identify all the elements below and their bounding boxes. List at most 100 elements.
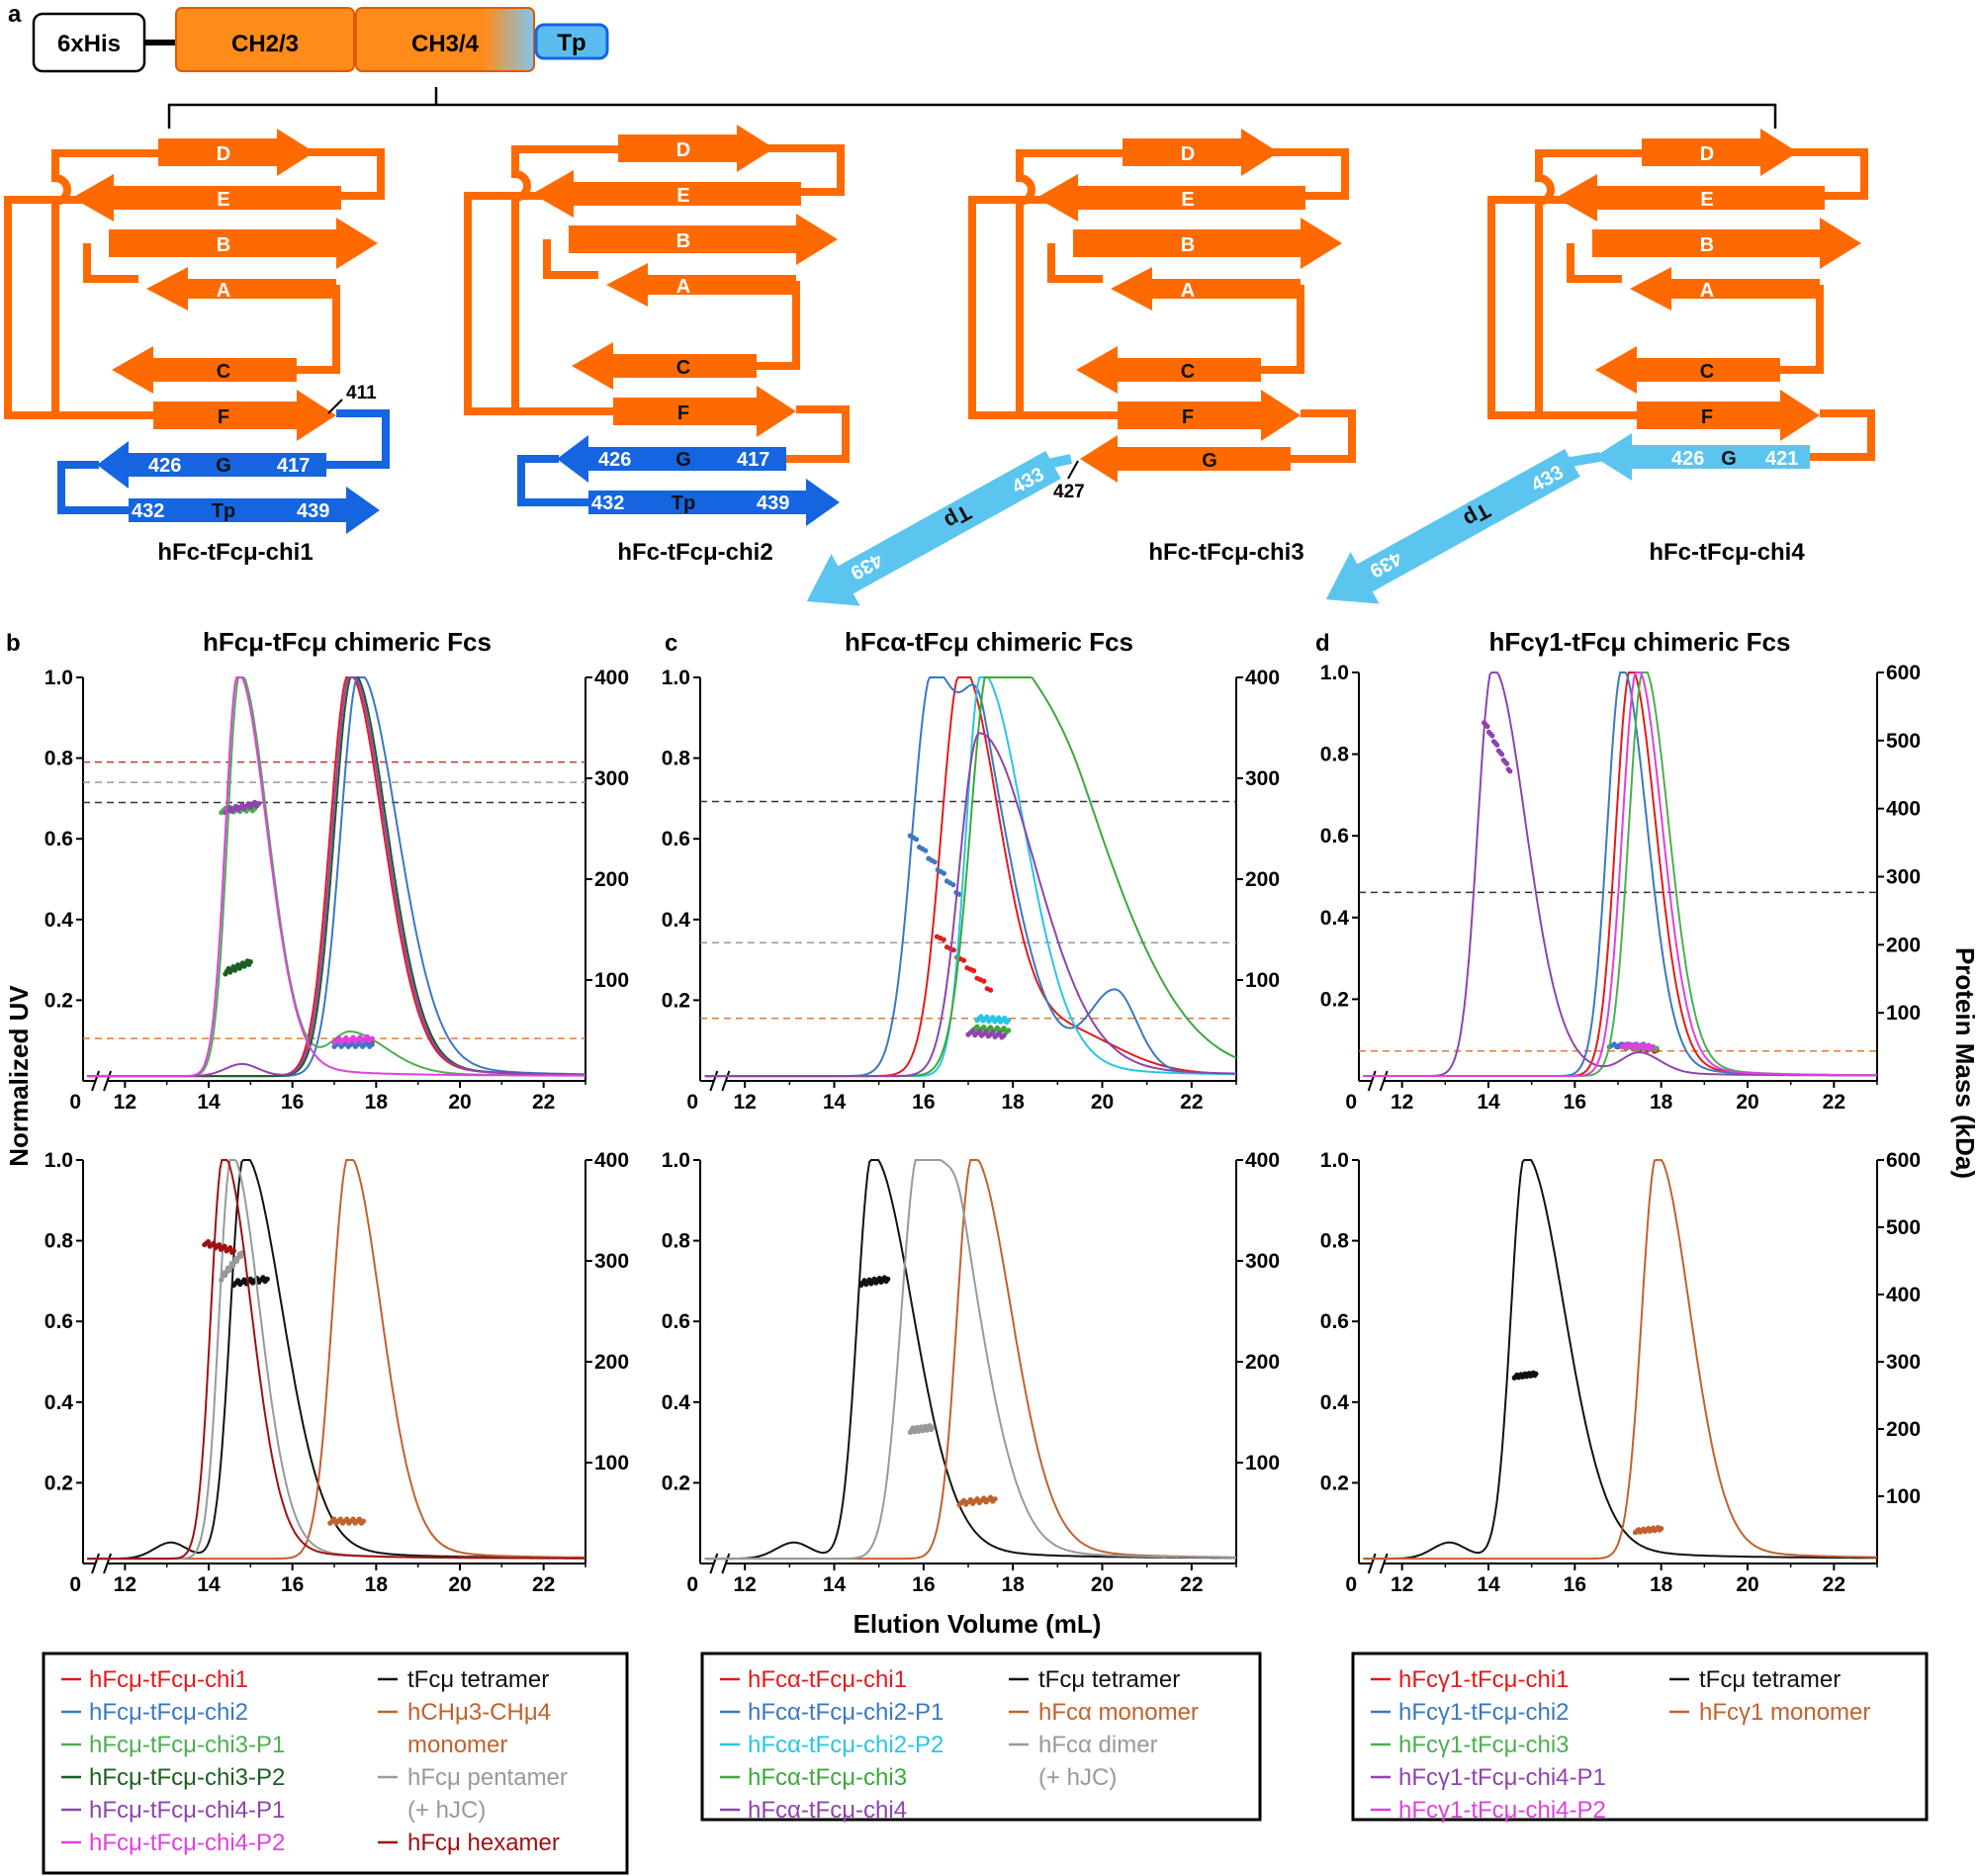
y2-tick-label: 100 [1245, 1452, 1280, 1474]
ch34-label: CH3/4 [411, 31, 480, 57]
mass-point-tFcμ tetramer [1533, 1371, 1539, 1377]
y2-tick-label: 400 [1245, 1149, 1280, 1172]
mass-point-hFcα monomer [974, 1496, 980, 1502]
chart-title-d: hFcγ1-tFcμ chimeric Fcs [1489, 627, 1791, 657]
y-tick-label: 0.4 [1320, 907, 1350, 930]
legend-label: hFcα dimer [1038, 1732, 1158, 1758]
y2-tick-label: 100 [1245, 969, 1280, 992]
x-tick-label: 14 [1477, 1573, 1500, 1596]
y-tick-label: 0.6 [45, 828, 73, 850]
mass-point-hFcγ1-tFcμ-chi4-P2 [1650, 1044, 1656, 1050]
y-tick-label: 0.8 [662, 1230, 691, 1253]
legend-label: hFcμ-tFcμ-chi4-P2 [89, 1830, 285, 1856]
svg-text:D: D [676, 139, 690, 161]
x-tick-label-zero: 0 [69, 1091, 81, 1114]
legend-label: hCHμ3-CHμ4 [407, 1699, 551, 1726]
mass-point-hFcα-tFcμ-chi2-P1 [923, 848, 929, 853]
mass-point-hFcα-tFcμ-chi1 [960, 957, 967, 963]
x-tick-label: 18 [365, 1573, 389, 1596]
chart-title-c: hFcα-tFcμ chimeric Fcs [845, 627, 1133, 657]
y2-tick-label: 100 [594, 1452, 629, 1474]
x-tick-label-zero: 0 [686, 1091, 698, 1114]
axis-break-mark [1367, 1553, 1377, 1574]
y-tick-label: 0.2 [662, 1472, 690, 1494]
y-tick-label: 0.4 [662, 1391, 691, 1414]
axis-break-mark [709, 1070, 719, 1092]
mass-point-hFcα-tFcμ-chi3 [1001, 1026, 1007, 1031]
chart-b-bottom: 0 12 14 16 18 20 22 0.2 0.4 0.6 0.8 1.0 100 200 300 400 [45, 1149, 629, 1596]
chart-title-b: hFcμ-tFcμ chimeric Fcs [203, 627, 492, 657]
mass-point-hCHμ3-CHμ4 monomer [361, 1518, 367, 1524]
svg-text:A: A [217, 280, 230, 302]
x-tick-label: 16 [281, 1091, 304, 1114]
series-line-hFcα-tFcμ-chi1 [704, 676, 1237, 1078]
svg-text:A: A [676, 276, 690, 298]
mass-point-hFcα-tFcμ-chi4 [1001, 1032, 1007, 1038]
series-line-hFcα-tFcμ-chi4 [704, 732, 1237, 1078]
series-line-hFcα-tFcμ-chi2-P2 [704, 676, 1236, 1078]
series-line-hFcα dimer (+ hJC) [704, 1159, 1236, 1561]
y2-tick-label: 300 [1245, 1250, 1280, 1273]
series-line-hFcα-tFcμ-chi2-P1 [704, 676, 1236, 1078]
x-tick-label: 20 [1736, 1573, 1758, 1596]
mass-point-hFcα-tFcμ-chi4 [983, 1028, 989, 1035]
y-tick-label: 0.8 [45, 748, 74, 770]
y2-tick-label: 500 [1886, 730, 1921, 753]
mass-point-hFcμ hexamer [217, 1242, 223, 1248]
mass-point-hFcα-tFcμ-chi2-P2 [1002, 1015, 1008, 1022]
svg-text:F: F [1182, 406, 1194, 428]
legend-label: hFcα-tFcμ-chi2-P1 [748, 1699, 944, 1726]
svg-text:B: B [676, 230, 690, 252]
y-tick-label: 0.6 [1320, 1310, 1349, 1333]
x-tick-label: 16 [281, 1573, 304, 1596]
construct-chi3: D E B A C F G 433 Tp 439 427 hFc-tFcμ-ch… [806, 129, 1356, 606]
axis-break-mark [103, 1070, 112, 1092]
tp-domain [534, 23, 609, 60]
svg-text:C: C [1700, 361, 1714, 383]
axis-break-mark [1367, 1070, 1377, 1092]
chart-d-top: 0 12 14 16 18 20 22 0.2 0.4 0.6 0.8 1.0 100 200 300 400… [1320, 662, 1921, 1114]
mass-point-hFcα-tFcμ-chi1 [988, 987, 994, 993]
svg-text:426: 426 [1671, 448, 1704, 470]
mass-point-hCHμ3-CHμ4 monomer [350, 1516, 356, 1522]
y2-tick-label: 200 [1245, 868, 1280, 891]
mass-point-hCHμ3-CHμ4 monomer [344, 1516, 350, 1522]
x-tick-label: 12 [114, 1091, 136, 1114]
x-tick-label: 16 [912, 1091, 935, 1114]
axis-break-mark [91, 1553, 100, 1574]
mass-point-hFcγ1-tFcμ-chi4-P1 [1499, 752, 1505, 758]
mass-point-hFcα-tFcμ-chi4 [976, 1028, 982, 1034]
y-tick-label: 0.2 [45, 1472, 73, 1494]
mass-point-tFcμ tetramer [247, 1276, 253, 1282]
x-tick-label: 12 [1391, 1573, 1413, 1596]
y-tick-label: 1.0 [45, 667, 73, 689]
x-tick-label: 16 [912, 1573, 935, 1596]
mass-point-hFcμ-tFcμ-chi4-P1 [256, 800, 262, 807]
chart-d-bottom: 0 12 14 16 18 20 22 0.2 0.4 0.6 0.8 1.0 100 200 300 400… [1320, 1149, 1921, 1596]
svg-text:C: C [1181, 361, 1195, 383]
series-line-tFcμ tetramer [87, 1159, 585, 1561]
legend-label: hFcμ-tFcμ-chi3-P1 [89, 1732, 285, 1758]
mass-point-hFcγ1-tFcμ-chi4-P1 [1484, 723, 1490, 730]
construct-chi4: D E B A C F 426 G 421 433 Tp 439 hFc-tFc… [1325, 129, 1875, 604]
y2-tick-label: 200 [1886, 934, 1921, 956]
legend-label: hFcγ1-tFcμ-chi1 [1398, 1666, 1570, 1693]
svg-text:E: E [1181, 189, 1194, 211]
y-tick-label: 0.8 [45, 1230, 74, 1253]
axis-break-mark [721, 1070, 731, 1092]
mass-point-hFcμ-tFcμ-chi4-P2 [336, 1035, 342, 1041]
y-tick-label: 0.6 [662, 828, 690, 850]
y-tick-label: 0.8 [1320, 744, 1350, 766]
mass-point-hFcα monomer [981, 1495, 987, 1501]
y2-tick-label: 100 [1886, 1485, 1921, 1508]
y2-tick-label: 200 [594, 868, 629, 891]
chart-b-top: 0 12 14 16 18 20 22 0.2 0.4 0.6 0.8 1.0 100 200 300 400 [45, 667, 629, 1114]
legend-label-cont: (+ hJC) [1038, 1764, 1117, 1791]
svg-text:411: 411 [346, 383, 377, 403]
svg-text:432: 432 [132, 500, 164, 522]
axis-break-mark [91, 1070, 100, 1092]
mass-point-hFcγ1 monomer [1659, 1526, 1664, 1532]
y-tick-label: 0.4 [45, 909, 74, 932]
mass-point-tFcμ tetramer [260, 1275, 266, 1281]
svg-text:E: E [676, 185, 689, 207]
